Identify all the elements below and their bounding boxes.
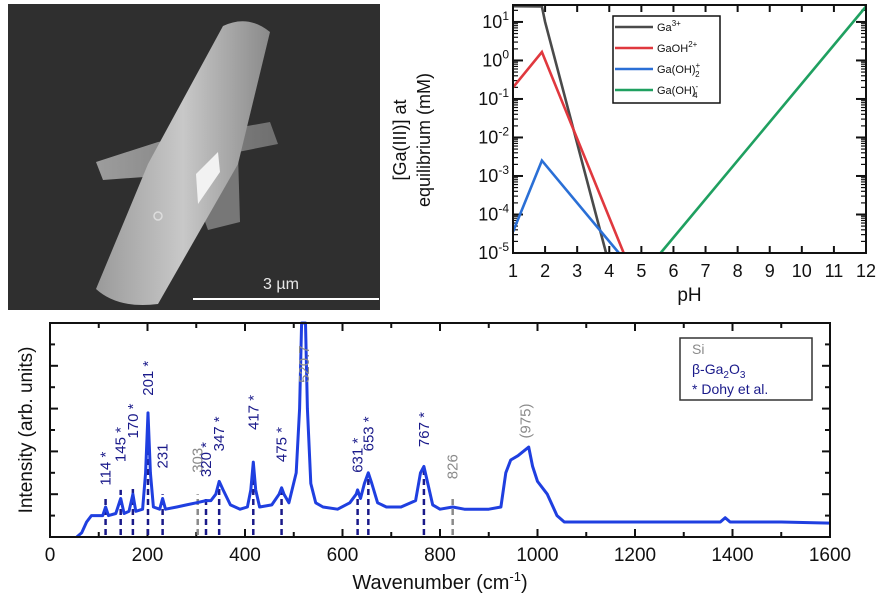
x-tick-label: 1: [508, 261, 518, 281]
series-lines: [511, 4, 867, 254]
x-tick-label: 7: [701, 261, 711, 281]
x-tick-labels: 1 2 3 4 5 6 7 8 9 10 11 12: [508, 261, 876, 281]
x-tick-label: 9: [765, 261, 775, 281]
x-tick-label: 200: [132, 545, 164, 566]
legend-label: Ga(OH)-4: [657, 82, 699, 100]
x-tick-label: 1400: [711, 545, 753, 566]
peak-label-631: 631 *: [350, 438, 367, 473]
y-tick-label: 10-3: [478, 163, 509, 186]
peak-label-417: 417 *: [245, 395, 262, 430]
x-tick-label: 2: [540, 261, 550, 281]
peak-label-320: 320 *: [198, 442, 215, 477]
peak-label-653: 653 *: [360, 416, 377, 451]
crystal-facet: [196, 152, 220, 204]
x-axis-label: pH: [677, 285, 701, 306]
y-axis-label-line2: equilibrium (mM): [414, 73, 434, 207]
peak-label-303: 303: [190, 448, 207, 473]
legend-entry: β-Ga2O3: [692, 361, 746, 381]
x-tick-label: 12: [856, 261, 876, 281]
sem-micrograph: 3 µm: [8, 4, 380, 310]
y-tick-label: 101: [482, 9, 509, 32]
crystal-rod: [96, 21, 270, 305]
x-tick-label: 11: [825, 261, 844, 281]
x-tick-labels: 0 200 400 600 800 1000 1200 1400 1600: [45, 545, 851, 566]
plot-frame: [512, 4, 867, 254]
y-tick-label: 10-2: [478, 124, 509, 147]
legend-entry: * Dohy et al.: [692, 381, 768, 397]
x-tick-label: 3: [572, 261, 582, 281]
x-tick-label: 800: [424, 545, 456, 566]
scale-bar: [193, 298, 379, 300]
y-axis-label-line1: [Ga(III)] at: [390, 99, 410, 180]
x-tick-label: 1600: [809, 545, 851, 566]
speciation-chart: [Ga(III)] at equilibrium (mM) 10110010-1…: [390, 4, 876, 306]
x-tick-label: 10: [792, 261, 812, 281]
x-tick-label: 600: [327, 545, 359, 566]
y-tick-label: 10-1: [478, 86, 509, 109]
x-tick-label: 400: [229, 545, 261, 566]
x-tick-label: 8: [733, 261, 743, 281]
y-axis-label: Intensity (arb. units): [16, 347, 37, 514]
peak-label-114: 114 *: [98, 452, 115, 486]
series-line-GaOH4: [659, 5, 867, 254]
peak-label-5207: 520.7: [296, 345, 313, 383]
legend: Ga3+ GaOH2+ Ga(OH)+ 2 Ga(OH)-4: [612, 15, 721, 104]
peak-label-231: 231: [155, 443, 172, 468]
x-tick-label: 1000: [516, 545, 558, 566]
y-tick-label: 100: [482, 47, 509, 70]
x-tick-label: 5: [636, 261, 646, 281]
y-tick-label: 10-4: [478, 201, 509, 224]
raman-chart: Intensity (arb. units) 0 200 400 600 800 1000…: [16, 321, 851, 594]
peak-label-975: (975): [517, 404, 534, 439]
x-axis-label: Wavenumber (cm-1): [352, 569, 527, 594]
legend-box: [679, 337, 813, 401]
series-line-GaOH2: [511, 158, 620, 254]
legend-label: GaOH2+: [657, 40, 698, 55]
x-tick-label: 0: [45, 545, 56, 566]
peak-label-767: 767 *: [416, 412, 433, 447]
scale-bar-label: 3 µm: [263, 276, 299, 293]
plot-frame: [49, 322, 831, 538]
y-tick-labels: 101 100 10-1 10-2 10-3 10-4 10-5: [478, 9, 509, 263]
peak-label-201: 201 *: [140, 361, 157, 396]
legend-box: [612, 15, 721, 104]
y-axis-label: [Ga(III)] at equilibrium (mM): [390, 73, 434, 207]
x-tick-label: 1200: [614, 545, 656, 566]
peak-label-145: 145 *: [113, 427, 130, 462]
y-tick-label: 10-5: [478, 240, 509, 263]
spectrum-line: [75, 321, 831, 539]
legend: Si β-Ga2O3* Dohy et al.: [679, 337, 813, 401]
x-tick-label: 6: [668, 261, 678, 281]
peak-label-826: 826: [445, 454, 462, 479]
peak-label-170: 170 *: [125, 403, 142, 438]
legend-label: Ga3+: [657, 19, 681, 34]
legend-entry: Si: [692, 341, 704, 357]
crystal-defect: [153, 211, 163, 221]
peak-label-347: 347 *: [211, 416, 228, 451]
peak-label-475: 475 *: [274, 427, 291, 462]
x-tick-label: 4: [604, 261, 614, 281]
series-line-GaOH2: [511, 49, 625, 254]
series-line-Ga3: [512, 4, 608, 254]
crystal-illustration: [96, 21, 278, 305]
legend-label: Ga(OH)+ 2: [657, 61, 701, 79]
